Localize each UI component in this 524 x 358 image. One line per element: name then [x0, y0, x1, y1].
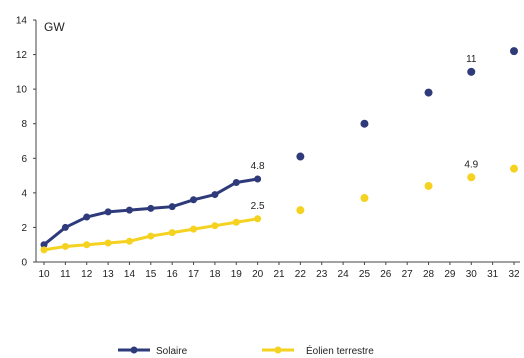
- series-point-0: [254, 175, 262, 183]
- data-label: 2.5: [251, 201, 265, 212]
- x-tick-label: 14: [124, 269, 136, 280]
- x-tick-label: 24: [338, 269, 350, 280]
- y-tick-label: 4: [21, 188, 27, 199]
- y-tick-label: 8: [21, 119, 27, 130]
- legend-swatch-marker: [274, 346, 282, 354]
- projection-point-1: [424, 181, 433, 190]
- series-point-1: [211, 222, 219, 230]
- legend-label: Solaire: [156, 346, 188, 357]
- series-point-0: [211, 191, 219, 199]
- series-point-1: [104, 239, 112, 247]
- projection-point-0: [510, 47, 518, 56]
- y-tick-label: 2: [21, 223, 27, 234]
- unit-label: GW: [44, 20, 65, 34]
- x-tick-label: 25: [359, 269, 371, 280]
- y-tick-label: 14: [16, 16, 28, 27]
- series-point-1: [125, 237, 133, 245]
- series-point-1: [40, 246, 48, 254]
- x-tick-label: 26: [380, 269, 392, 280]
- y-tick-label: 6: [21, 154, 27, 165]
- series-point-0: [168, 203, 176, 211]
- x-tick-label: 19: [231, 269, 243, 280]
- series-layer: [40, 47, 518, 254]
- series-point-0: [83, 213, 91, 221]
- series-point-0: [125, 206, 133, 214]
- y-tick-label: 0: [21, 258, 27, 269]
- series-point-0: [232, 178, 240, 186]
- series-point-1: [190, 225, 198, 233]
- x-tick-label: 23: [316, 269, 328, 280]
- series-point-0: [61, 223, 69, 231]
- projection-point-0: [424, 88, 433, 97]
- x-tick-label: 13: [103, 269, 115, 280]
- data-label: 4.9: [464, 159, 478, 170]
- series-point-0: [40, 241, 48, 249]
- projection-point-1: [296, 206, 305, 215]
- x-tick-label: 29: [444, 269, 456, 280]
- data-label: 4.8: [251, 161, 265, 172]
- x-tick-label: 28: [423, 269, 435, 280]
- series-point-0: [190, 196, 198, 204]
- x-tick-label: 22: [295, 269, 307, 280]
- projection-point-1: [510, 164, 518, 173]
- x-tick-label: 16: [167, 269, 179, 280]
- x-tick-label: 31: [487, 269, 499, 280]
- y-tick-label: 10: [16, 85, 28, 96]
- series-point-1: [254, 215, 262, 223]
- x-tick-label: 18: [209, 269, 221, 280]
- projection-point-0: [360, 119, 369, 128]
- series-point-1: [168, 229, 176, 237]
- legend: Solaire Éolien terrestre: [118, 344, 374, 357]
- x-tick-label: 30: [466, 269, 478, 280]
- series-point-1: [83, 241, 91, 249]
- series-point-0: [104, 208, 112, 216]
- x-tick-label: 21: [273, 269, 285, 280]
- series-point-1: [147, 232, 155, 240]
- projection-point-0: [296, 152, 305, 161]
- data-labels: 4.8 11 2.5 4.9: [251, 54, 479, 212]
- x-tick-label: 27: [402, 269, 414, 280]
- series-point-1: [232, 218, 240, 226]
- x-tick-label: 10: [38, 269, 50, 280]
- x-tick-label: 15: [145, 269, 157, 280]
- x-tick-label: 17: [188, 269, 200, 280]
- data-label: 11: [466, 54, 477, 65]
- x-tick-label: 11: [60, 269, 71, 280]
- series-point-0: [147, 204, 155, 212]
- y-axis-ticks: 0 2 4 6 8 10 12 14: [16, 16, 36, 269]
- x-axis-ticks: 10 11 12 13 14 15 16 17 18 19 20 21 22 23 24 25 26 27 28 29…: [38, 262, 520, 280]
- legend-swatch-marker: [130, 346, 138, 354]
- x-tick-label: 32: [508, 269, 520, 280]
- y-tick-label: 12: [16, 50, 28, 61]
- projection-point-1: [360, 194, 369, 203]
- projection-point-0: [467, 67, 476, 76]
- x-tick-label: 20: [252, 269, 264, 280]
- series-point-1: [61, 242, 69, 250]
- x-tick-label: 12: [81, 269, 93, 280]
- projection-point-1: [467, 173, 476, 182]
- legend-label: Éolien terrestre: [306, 344, 374, 357]
